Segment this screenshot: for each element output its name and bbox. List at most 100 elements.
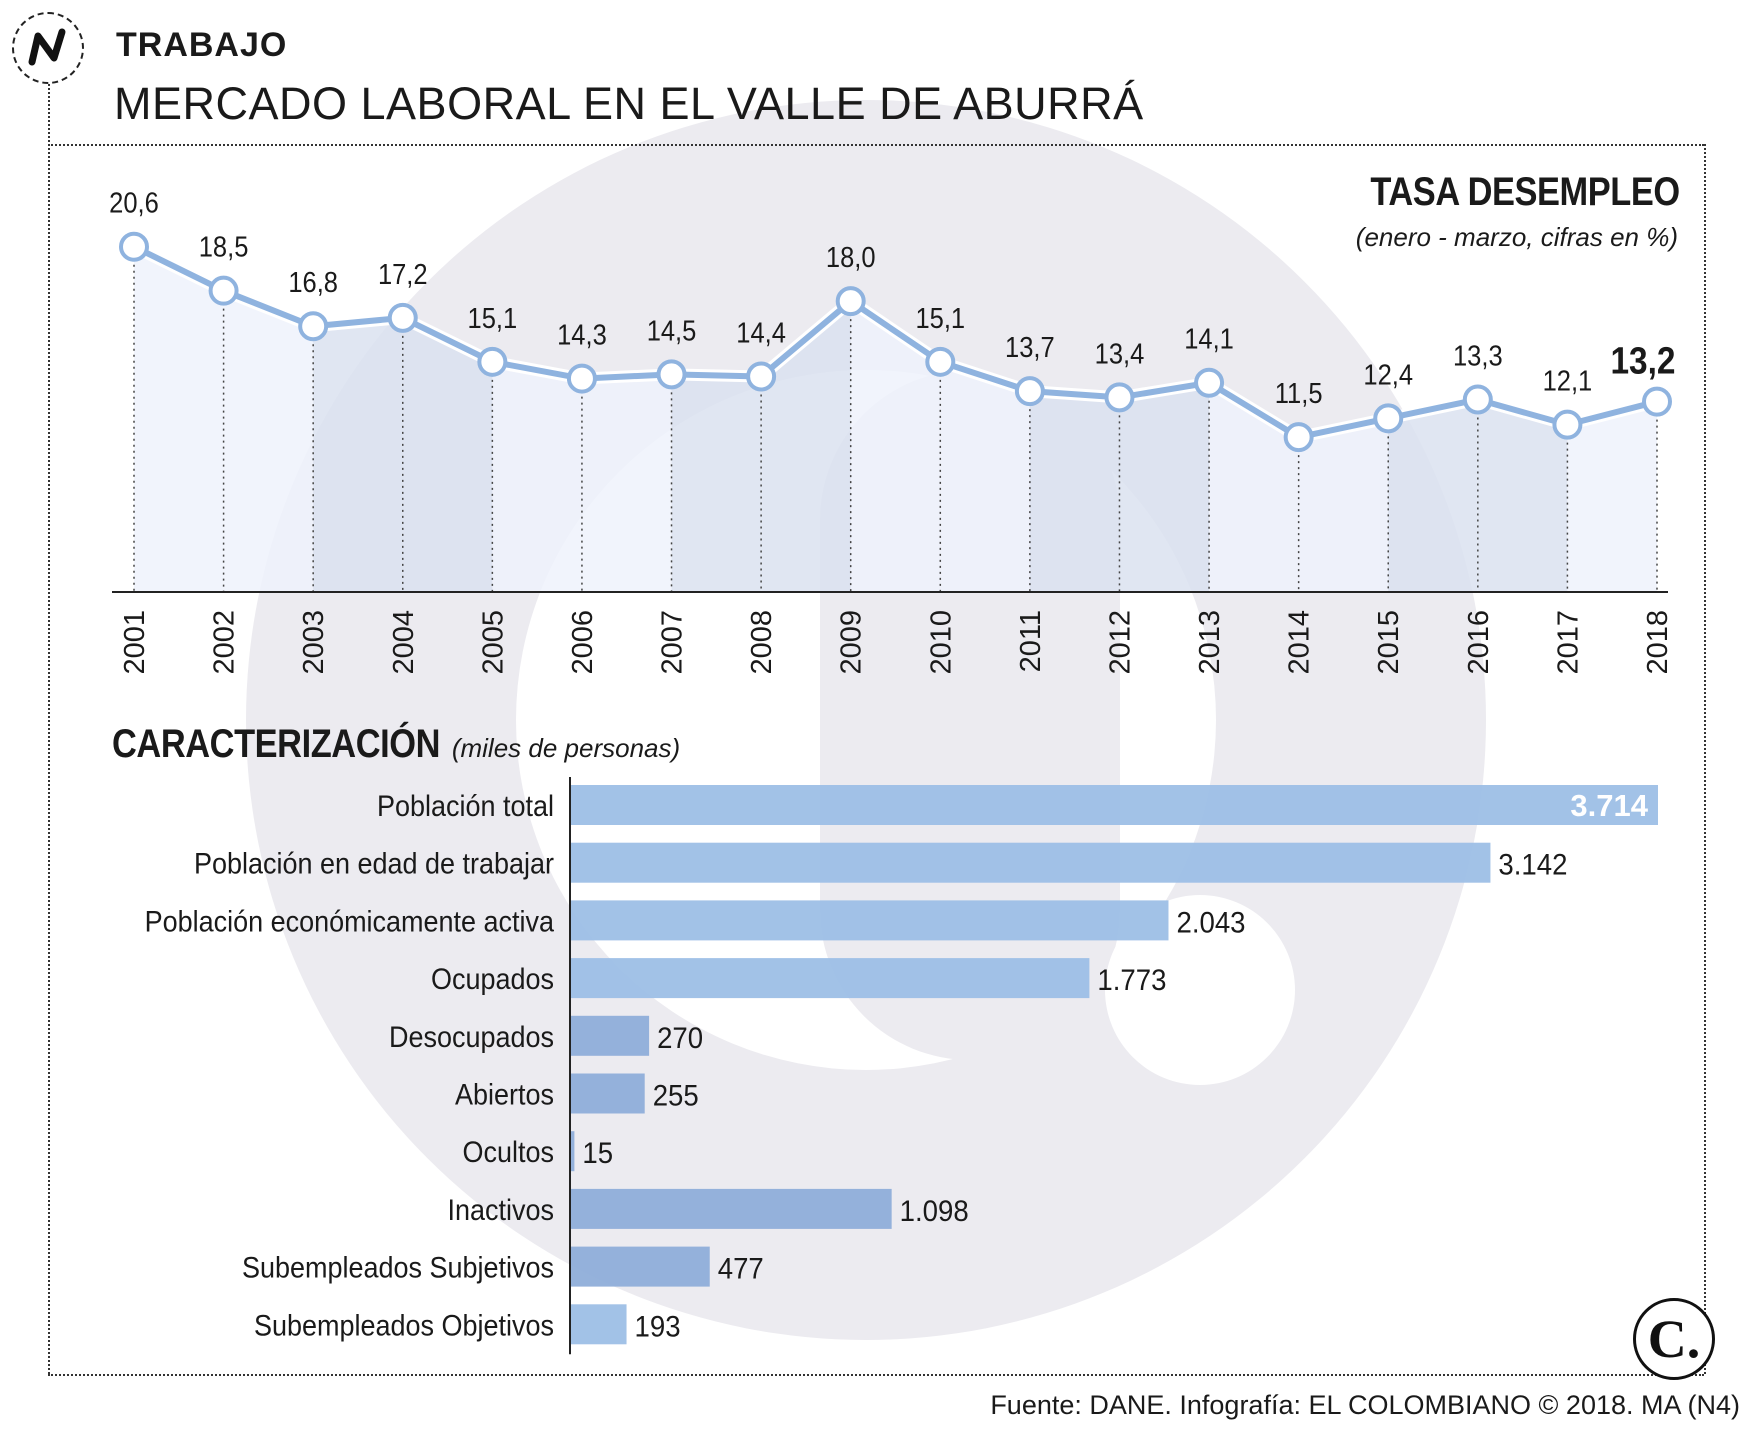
bar <box>570 1188 892 1229</box>
area-segment <box>1029 391 1120 592</box>
bar <box>570 1131 575 1172</box>
frame-top-border <box>48 144 1704 146</box>
frame-right-border <box>1704 144 1706 1374</box>
data-point <box>1642 386 1672 417</box>
x-tick-label: 2015 <box>1373 610 1405 675</box>
frame-left-border <box>48 84 50 1374</box>
bar-chart-heading: CARACTERIZACIÓN (miles de personas) <box>112 722 680 767</box>
data-label: 15,1 <box>468 301 518 334</box>
n4-logo <box>12 12 84 84</box>
data-point <box>1014 376 1045 407</box>
category-label: Inactivos <box>448 1194 554 1228</box>
data-point <box>1104 382 1135 413</box>
data-label: 13,4 <box>1095 337 1145 370</box>
data-label: 18,5 <box>199 230 249 263</box>
category-label: Abiertos <box>455 1078 554 1112</box>
value-label: 3.714 <box>1570 788 1648 823</box>
category-label: Subempleados Objetivos <box>254 1309 554 1343</box>
area-segment <box>1119 382 1210 592</box>
data-label: 16,8 <box>288 266 338 299</box>
data-point <box>656 359 687 390</box>
area-segment <box>581 374 672 592</box>
data-label: 14,4 <box>736 316 786 349</box>
category-label: Subempleados Subjetivos <box>242 1251 554 1285</box>
value-label: 477 <box>718 1253 764 1286</box>
x-tick-label: 2010 <box>925 610 957 675</box>
area-segment <box>671 374 762 592</box>
x-tick-label: 2003 <box>298 610 330 675</box>
x-tick-label: 2007 <box>657 610 689 675</box>
value-label: 15 <box>582 1137 613 1170</box>
category-label: Población en edad de trabajar <box>194 847 554 881</box>
data-label: 14,5 <box>647 314 697 347</box>
x-tick-label: 2017 <box>1552 610 1584 675</box>
area-segment <box>313 317 403 592</box>
area-segment <box>1388 399 1478 592</box>
area-segment <box>1567 401 1657 592</box>
value-label: 255 <box>653 1079 699 1112</box>
bar-chart-subtitle: (miles de personas) <box>451 733 681 763</box>
bar <box>570 1073 645 1114</box>
value-label: 1.773 <box>1097 964 1166 997</box>
data-point <box>298 311 329 342</box>
bar <box>570 1015 650 1056</box>
data-point <box>1373 403 1404 434</box>
frame-bottom-border <box>48 1374 1704 1376</box>
data-point <box>566 363 597 394</box>
data-point <box>1462 384 1493 415</box>
data-point <box>1194 367 1225 398</box>
data-label: 13,3 <box>1453 339 1503 372</box>
line-chart-subtitle: (enero - marzo, cifras en %) <box>1355 222 1678 252</box>
value-label: 1.098 <box>900 1195 969 1228</box>
area-segment <box>492 361 582 592</box>
data-point <box>119 231 149 262</box>
el-colombiano-logo: C. <box>1633 1298 1715 1380</box>
x-tick-label: 2004 <box>388 610 420 675</box>
area-segment <box>223 290 314 592</box>
bar <box>570 1246 710 1287</box>
data-label: 14,1 <box>1184 322 1234 355</box>
x-tick-label: 2008 <box>746 610 778 675</box>
value-label: 270 <box>657 1022 703 1055</box>
category-label: Ocultos <box>463 1136 554 1170</box>
category-label: Desocupados <box>389 1021 554 1055</box>
x-tick-label: 2014 <box>1284 610 1316 675</box>
data-point <box>835 286 866 317</box>
data-label: 15,1 <box>915 301 965 334</box>
area-segment <box>850 301 941 592</box>
footer-source: Fuente: DANE. Infografía: EL COLOMBIANO … <box>990 1390 1740 1420</box>
x-tick-label: 2009 <box>836 610 868 675</box>
data-point <box>208 275 239 306</box>
area-segment <box>402 317 493 592</box>
data-label: 18,0 <box>826 241 876 274</box>
data-point <box>925 346 956 377</box>
area-segment <box>134 246 224 593</box>
area-segment <box>940 361 1030 592</box>
line-chart-title: TASA DESEMPLEO <box>1370 170 1681 214</box>
data-point <box>746 361 777 392</box>
area-segment <box>1477 399 1568 592</box>
bar <box>570 785 1658 825</box>
bar <box>570 900 1169 941</box>
category-label: Ocupados <box>431 963 554 997</box>
unemployment-line-chart: 20,6 2001 18,5 2002 16,8 2003 17,2 2004 15,1 2005… <box>109 186 1675 675</box>
category-label: Población económicamente activa <box>145 905 555 939</box>
data-label: 13,2 <box>1610 340 1675 382</box>
data-point <box>1552 409 1583 440</box>
x-tick-label: 2013 <box>1194 610 1226 675</box>
bar <box>570 842 1491 883</box>
x-tick-label: 2006 <box>567 610 599 675</box>
x-tick-label: 2001 <box>119 610 151 675</box>
bar <box>570 1304 627 1345</box>
area-segment <box>1209 382 1299 592</box>
main-title: MERCADO LABORAL EN EL VALLE DE ABURRÁ <box>114 78 1144 129</box>
x-tick-label: 2011 <box>1015 610 1047 672</box>
data-point <box>1283 422 1314 453</box>
value-label: 3.142 <box>1498 849 1567 882</box>
x-tick-label: 2002 <box>209 610 241 675</box>
n-logo-icon <box>28 28 66 66</box>
area-segment <box>1298 418 1389 592</box>
bar <box>570 958 1090 999</box>
